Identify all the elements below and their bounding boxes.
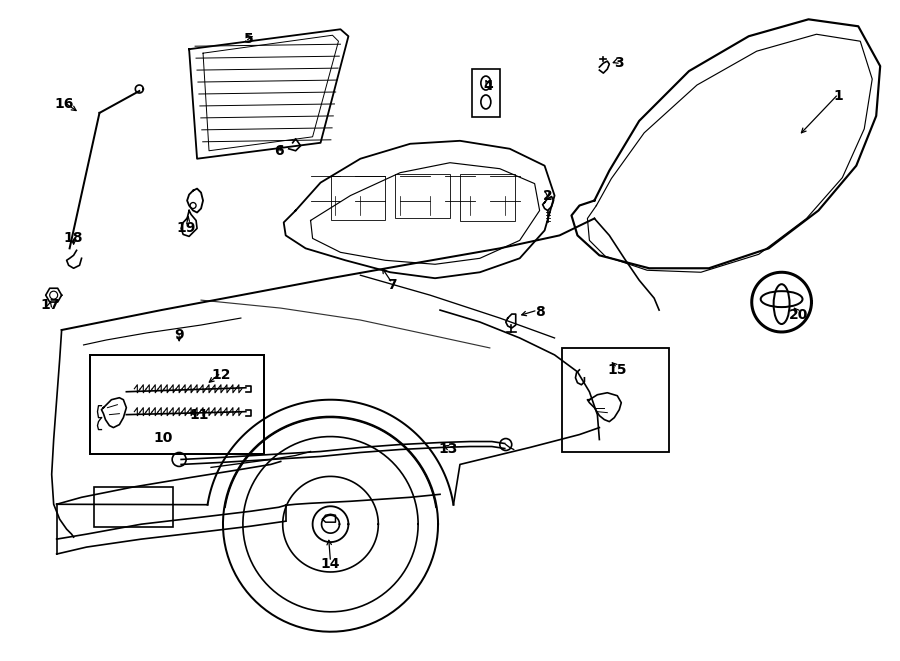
Text: 17: 17 xyxy=(40,298,59,312)
Bar xyxy=(89,355,264,455)
Text: 10: 10 xyxy=(154,430,173,445)
Text: 13: 13 xyxy=(438,442,458,457)
Text: 8: 8 xyxy=(535,305,544,319)
Text: 4: 4 xyxy=(483,79,492,93)
Bar xyxy=(472,69,500,117)
Text: 16: 16 xyxy=(54,97,73,111)
Text: 7: 7 xyxy=(387,278,397,292)
Circle shape xyxy=(190,202,196,208)
Text: 12: 12 xyxy=(212,368,230,382)
Text: 5: 5 xyxy=(244,32,254,46)
Text: 6: 6 xyxy=(274,143,284,158)
Bar xyxy=(330,176,385,221)
Text: 18: 18 xyxy=(64,231,84,245)
Text: 2: 2 xyxy=(543,188,553,202)
Text: 20: 20 xyxy=(788,308,808,322)
Bar xyxy=(395,174,450,219)
Text: 15: 15 xyxy=(608,363,627,377)
Bar xyxy=(460,174,515,221)
Text: 11: 11 xyxy=(189,408,209,422)
Text: 14: 14 xyxy=(320,557,340,571)
Text: 3: 3 xyxy=(615,56,624,70)
Bar xyxy=(562,348,669,453)
Bar xyxy=(94,487,173,527)
Text: 1: 1 xyxy=(833,89,843,103)
Text: 9: 9 xyxy=(175,328,184,342)
Text: 19: 19 xyxy=(176,221,196,235)
